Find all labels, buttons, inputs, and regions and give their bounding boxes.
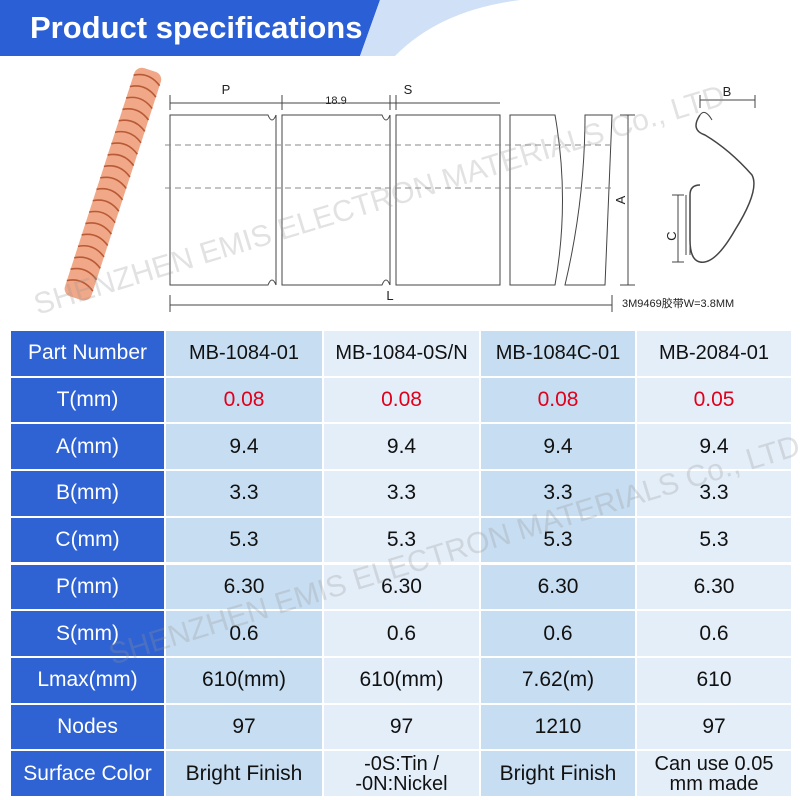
table-cell: 0.6 [480, 610, 636, 657]
table-cell: 3.3 [323, 470, 480, 517]
table-cell: Bright Finish [165, 750, 323, 797]
table-cell: Can use 0.05 mm made [636, 750, 792, 797]
dim-label: L [386, 288, 393, 303]
table-cell: 610(mm) [323, 656, 480, 704]
title: Product specifications [30, 10, 362, 45]
row-label: Nodes [10, 703, 165, 751]
table-cell: 3.3 [636, 470, 792, 517]
table-cell: 9.4 [636, 423, 792, 471]
row-label: P(mm) [10, 563, 165, 611]
table-cell: 0.6 [323, 610, 480, 657]
table-cell: 9.4 [323, 423, 480, 471]
row-label: S(mm) [10, 610, 165, 657]
table-cell: 9.4 [165, 423, 323, 471]
row-label: Part Number [10, 330, 165, 377]
title-banner [0, 0, 380, 56]
row-label: C(mm) [10, 516, 165, 564]
table-cell: 5.3 [480, 516, 636, 564]
table-cell: 0.08 [323, 376, 480, 424]
table-cell: 0.08 [480, 376, 636, 424]
table-cell: 6.30 [323, 563, 480, 611]
table-cell: -0S:Tin / -0N:Nickel [323, 750, 480, 797]
dim-label: B [723, 84, 732, 99]
row-label: B(mm) [10, 470, 165, 517]
table-cell: 6.30 [480, 563, 636, 611]
table-cell: 97 [165, 703, 323, 751]
copper-gasket [64, 67, 162, 301]
table-cell: 0.05 [636, 376, 792, 424]
dim-label: A [613, 195, 628, 204]
column-header: MB-2084-01 [636, 330, 792, 377]
column-header: MB-1084-01 [165, 330, 323, 377]
row-label: A(mm) [10, 423, 165, 471]
dim-label: S [404, 82, 413, 97]
row-label: Lmax(mm) [10, 656, 165, 704]
dim-label: 18.9 [325, 95, 346, 107]
table-cell: 9.4 [480, 423, 636, 471]
table-cell: 5.3 [165, 516, 323, 564]
table-cell: 6.30 [165, 563, 323, 611]
table-cell: 0.6 [636, 610, 792, 657]
table-cell: 7.62(m) [480, 656, 636, 704]
top-graphics: Product specifications P 18.9 S A L B C … [0, 0, 756, 312]
table-cell: 0.08 [165, 376, 323, 424]
table-cell: 3.3 [165, 470, 323, 517]
tape-note: 3M9469胶带W=3.8MM [622, 296, 734, 310]
table-cell: 5.3 [323, 516, 480, 564]
table-cell: 6.30 [636, 563, 792, 611]
table-cell: 610(mm) [165, 656, 323, 704]
drawing [165, 95, 756, 312]
banner-accent [360, 0, 520, 56]
table-cell: 1210 [480, 703, 636, 751]
dim-label: P [222, 82, 231, 97]
table-cell: 610 [636, 656, 792, 704]
column-header: MB-1084-0S/N [323, 330, 480, 377]
table-cell: 97 [636, 703, 792, 751]
dim-label: C [664, 231, 679, 240]
table-cell: 97 [323, 703, 480, 751]
row-label: Surface Color [10, 750, 165, 797]
column-header: MB-1084C-01 [480, 330, 636, 377]
table-cell: 5.3 [636, 516, 792, 564]
table-cell: 0.6 [165, 610, 323, 657]
row-label: T(mm) [10, 376, 165, 424]
table-cell: 3.3 [480, 470, 636, 517]
table-cell: Bright Finish [480, 750, 636, 797]
